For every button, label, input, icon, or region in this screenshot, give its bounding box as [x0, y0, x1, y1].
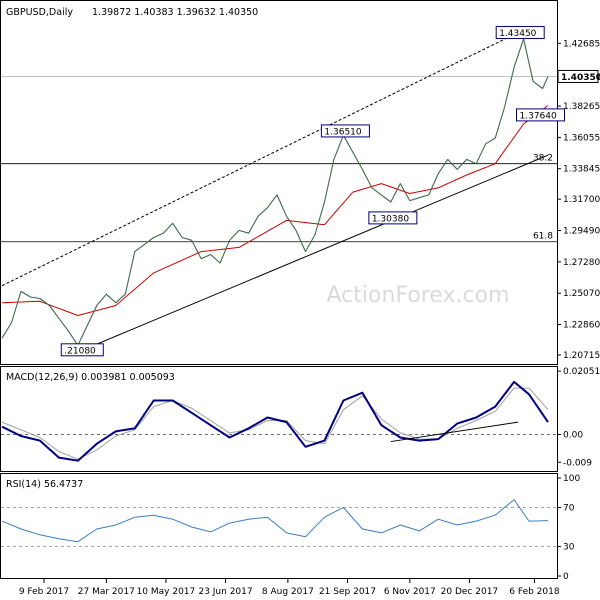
annotation-label: .21080: [64, 346, 96, 356]
rsi-axis-tick-label: 100: [563, 474, 580, 484]
annotation-label: 1.30380: [372, 214, 409, 224]
x-tick-label: 23 Jun 2017: [198, 587, 252, 597]
macd-panel: [0, 366, 558, 472]
price-axis-tick-label: 1.27280: [563, 258, 600, 268]
annotation-label: 1.36510: [324, 127, 361, 137]
x-tick-label: 21 Sep 2017: [319, 587, 376, 597]
macd-layer: 0.02051 0.00 -0.009: [1, 367, 600, 468]
price-axis-tick-label: 1.42685: [563, 39, 600, 49]
price-line: [1, 38, 549, 346]
price-axis-tick-label: 1.36055: [563, 133, 600, 143]
x-tick-label: 20 Dec 2017: [441, 587, 499, 597]
price-axis-tick-label: 1.31700: [563, 195, 600, 205]
price-axis-tick-label: 1.29490: [563, 227, 600, 237]
macd-line: [1, 380, 549, 462]
x-tick-label: 10 May 2017: [137, 587, 196, 597]
chart-symbol-title: GBPUSD,Daily: [6, 7, 73, 18]
x-tick-label: 27 Mar 2017: [78, 587, 135, 597]
price-axis-tick-label: 1.33845: [563, 165, 600, 175]
upper-channel-line: [1, 32, 519, 287]
moving-average-line: [1, 105, 549, 316]
rsi-axis-tick-label: 70: [563, 503, 575, 513]
annotation-box: [368, 211, 418, 225]
annotation-box: [516, 108, 566, 122]
macd-axis-tick-label: 0.02051: [563, 367, 600, 377]
macd-trendline: [390, 421, 519, 443]
price-axis-tick-label: 1.20715: [563, 351, 600, 361]
annotation-box: [320, 124, 370, 138]
macd-axis-tick-label: 0.00: [563, 430, 583, 440]
annotation-label: 1.37640: [520, 111, 557, 121]
price-layer: 38.2 61.8 1.43450 1.36510 1.30380 1.37640 .210…: [1, 25, 600, 361]
price-axis-tick-label: 1.22860: [563, 321, 600, 331]
x-tick-label: 9 Feb 2017: [19, 587, 69, 597]
watermark: ActionForex.com: [327, 283, 510, 308]
rsi-layer: 100 70 30 0: [1, 474, 580, 582]
annotation-label: 1.43450: [499, 29, 536, 39]
rsi-line: [1, 499, 549, 543]
price-axis-tick-label: 1.38265: [563, 102, 600, 112]
rsi-panel: [0, 473, 558, 579]
current-price-value: 1.40350: [561, 73, 600, 83]
x-tick-label: 6 Feb 2018: [509, 587, 560, 597]
rsi-axis-tick-label: 0: [563, 572, 569, 582]
lower-trendline: [83, 154, 549, 351]
price-axis-tick-label: 1.25070: [563, 289, 600, 299]
rsi-axis-tick-label: 30: [563, 543, 575, 553]
x-tick-label: 8 Aug 2017: [262, 587, 314, 597]
x-tick-label: 6 Nov 2017: [384, 587, 436, 597]
chart-ohlc-values: 1.39872 1.40383 1.39632 1.40350: [92, 7, 258, 18]
macd-title: MACD(12,26,9) 0.003981 0.005093: [6, 372, 175, 383]
x-axis: 9 Feb 2017 27 Mar 2017 10 May 2017 23 Jun 2…: [19, 579, 560, 597]
price-panel: [0, 0, 558, 365]
current-price-tag: [557, 69, 599, 83]
macd-axis-tick-label: -0.009: [563, 458, 592, 468]
fib-level-label: 38.2: [533, 154, 553, 164]
fib-level-label: 61.8: [533, 232, 553, 242]
annotation-box: [60, 343, 104, 357]
annotation-box: [495, 25, 545, 39]
rsi-title: RSI(14) 56.4737: [6, 479, 83, 490]
